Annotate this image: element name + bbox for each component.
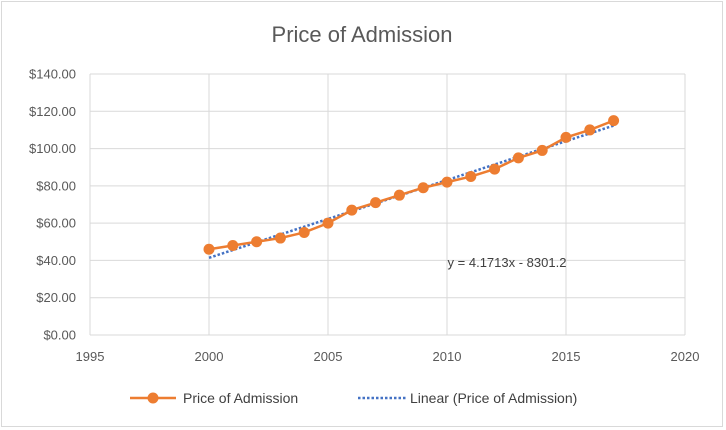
data-point (465, 171, 477, 183)
legend: Price of Admission Linear (Price of Admi… (130, 390, 577, 406)
y-axis: $0.00 $20.00 $40.00 $60.00 $80.00 $100.00 $120… (29, 67, 76, 343)
data-point (417, 182, 429, 194)
data-point (512, 152, 524, 164)
x-tick-label: 2015 (552, 349, 581, 364)
series-line (208, 119, 615, 251)
data-point (346, 204, 358, 216)
data-point (584, 124, 596, 136)
y-tick-label: $140.00 (29, 67, 76, 82)
series-price-of-admission (203, 115, 620, 255)
y-tick-label: $60.00 (36, 216, 76, 231)
data-point (322, 217, 334, 229)
data-point (251, 236, 263, 248)
legend-label-price-of-admission: Price of Admission (183, 390, 298, 406)
data-point (370, 197, 382, 209)
x-tick-label: 2010 (433, 349, 462, 364)
trendline-equation: y = 4.1713x - 8301.2 (448, 255, 567, 270)
x-tick-label: 2000 (195, 349, 224, 364)
data-point (393, 189, 405, 201)
y-tick-label: $0.00 (43, 328, 76, 343)
data-point (560, 131, 572, 143)
x-tick-label: 1995 (76, 349, 105, 364)
chart-title: Price of Admission (272, 22, 453, 47)
y-tick-label: $100.00 (29, 141, 76, 156)
data-point (203, 243, 215, 255)
data-point (536, 144, 548, 156)
y-tick-label: $20.00 (36, 290, 76, 305)
data-point (608, 115, 620, 127)
x-tick-label: 2020 (671, 349, 700, 364)
data-point (441, 176, 453, 188)
x-axis: 1995 2000 2005 2010 2015 2020 (76, 349, 700, 364)
legend-marker-price-of-admission (147, 392, 159, 404)
x-tick-label: 2005 (314, 349, 343, 364)
data-point (227, 240, 239, 252)
data-point (298, 226, 310, 238)
data-point (274, 232, 286, 244)
legend-label-linear-trend: Linear (Price of Admission) (410, 390, 577, 406)
y-tick-label: $40.00 (36, 253, 76, 268)
y-tick-label: $120.00 (29, 104, 76, 119)
gridlines (89, 73, 686, 336)
y-tick-label: $80.00 (36, 178, 76, 193)
data-point (489, 163, 501, 175)
